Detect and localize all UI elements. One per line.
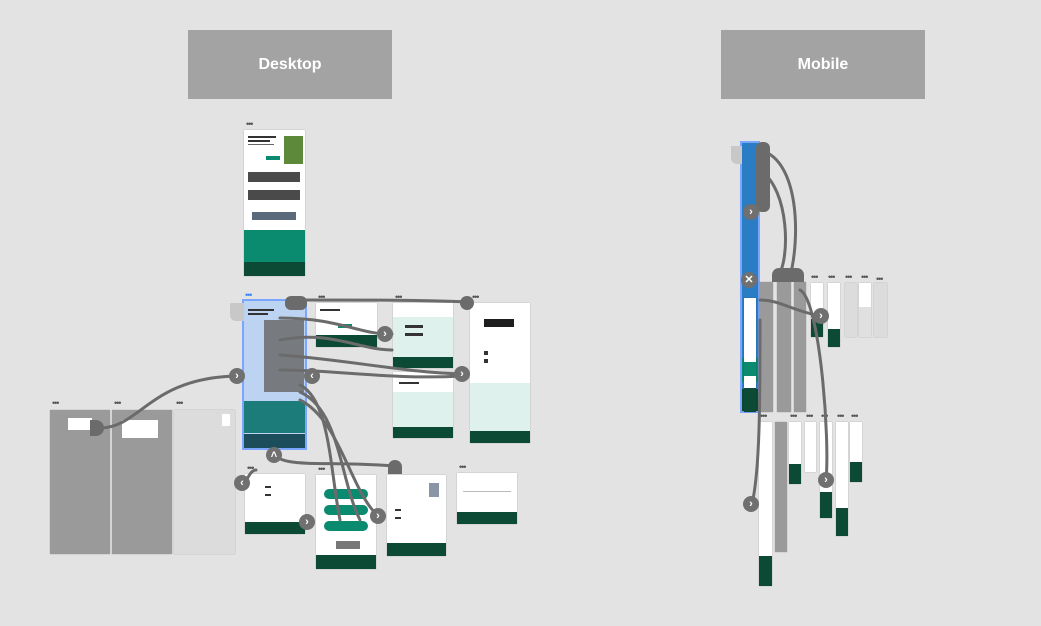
artboard-menu-icon[interactable]: ••• [806, 411, 814, 421]
artboard-menu-icon[interactable]: ••• [318, 464, 326, 474]
artboard-menu-icon[interactable]: ••• [176, 398, 184, 408]
chevron-right-icon: › [460, 368, 464, 380]
prev-link-button[interactable]: ‹ [234, 475, 250, 491]
chevron-right-icon: › [824, 474, 828, 486]
artboard-desktop-profile[interactable] [387, 475, 446, 556]
chevron-right-icon: › [235, 370, 239, 382]
artboard-mobile-page-e[interactable] [859, 283, 871, 337]
chevron-right-icon: › [749, 206, 753, 218]
artboard-menu-icon[interactable]: ••• [247, 463, 255, 473]
artboard-menu-icon[interactable]: ••• [837, 411, 845, 421]
artboard-menu-icon[interactable]: ••• [472, 292, 480, 302]
artboard-mobile-overlay-2[interactable] [777, 282, 791, 412]
artboard-menu-icon[interactable]: ••• [828, 272, 836, 282]
artboard-mobile-page-a[interactable] [744, 298, 756, 412]
artboard-mobile-page-i[interactable] [805, 422, 816, 472]
close-link-button[interactable]: ✕ [741, 272, 757, 288]
artboard-menu-icon[interactable]: ••• [395, 292, 403, 302]
next-link-button[interactable]: › [813, 308, 829, 324]
artboard-mobile-page-k[interactable] [836, 422, 848, 536]
artboard-menu-icon[interactable]: ••• [114, 398, 122, 408]
artboard-menu-icon[interactable]: ••• [861, 272, 869, 282]
artboard-desktop-article[interactable] [470, 303, 530, 443]
next-link-button[interactable]: › [229, 368, 245, 384]
chevron-left-icon: ‹ [240, 477, 244, 489]
next-link-button[interactable]: › [454, 366, 470, 382]
desktop-section-title: Desktop [258, 55, 322, 73]
artboard-desktop-form[interactable] [457, 473, 517, 524]
artboard-mobile-overlay-3[interactable] [794, 282, 806, 412]
artboard-menu-icon[interactable]: ••• [845, 272, 853, 282]
artboard-desktop-list-2[interactable] [393, 372, 453, 438]
artboard-menu-icon[interactable]: ••• [459, 462, 467, 472]
artboard-desktop-team[interactable] [316, 475, 376, 569]
next-link-button[interactable]: › [818, 472, 834, 488]
chevron-right-icon: › [376, 510, 380, 522]
next-link-button[interactable]: › [370, 508, 386, 524]
artboard-desktop-overlay-2[interactable] [112, 410, 172, 554]
next-link-button[interactable]: › [743, 204, 759, 220]
mobile-section-title: Mobile [797, 55, 849, 73]
artboard-mobile-page-d[interactable] [845, 283, 857, 337]
artboard-mobile-overlay-1[interactable] [759, 282, 773, 412]
mobile-section-header[interactable]: Mobile [721, 30, 925, 99]
close-icon: ✕ [744, 274, 754, 286]
artboard-desktop-home[interactable] [244, 130, 305, 276]
chevron-right-icon: › [383, 328, 387, 340]
up-link-button[interactable]: ˄ [266, 447, 282, 463]
artboard-menu-icon[interactable]: ••• [318, 292, 326, 302]
next-link-button[interactable]: › [743, 496, 759, 512]
artboard-mobile-overlay-4[interactable] [775, 422, 787, 552]
artboard-mobile-page-l[interactable] [850, 422, 862, 482]
artboard-desktop-contact[interactable] [245, 474, 305, 534]
artboard-desktop-overlay-3[interactable] [174, 410, 235, 554]
artboard-desktop-list-1[interactable] [393, 303, 453, 368]
artboard-menu-icon[interactable]: ••• [790, 411, 798, 421]
chevron-right-icon: › [749, 498, 753, 510]
artboard-mobile-page-c[interactable] [828, 283, 840, 347]
artboard-menu-icon[interactable]: ••• [246, 119, 254, 129]
artboard-menu-icon[interactable]: ••• [811, 272, 819, 282]
chevron-right-icon: › [819, 310, 823, 322]
next-link-button[interactable]: › [299, 514, 315, 530]
artboard-menu-icon[interactable]: ••• [760, 411, 768, 421]
artboard-mobile-page-h[interactable] [789, 422, 801, 484]
chevron-left-icon: ‹ [310, 370, 314, 382]
artboard-menu-icon[interactable]: ••• [876, 274, 884, 284]
desktop-section-header[interactable]: Desktop [188, 30, 392, 99]
chevron-right-icon: › [305, 516, 309, 528]
artboard-mobile-page-g[interactable] [759, 422, 772, 586]
artboard-menu-icon[interactable]: ••• [245, 290, 253, 300]
artboard-menu-icon[interactable]: ••• [851, 411, 859, 421]
next-link-button[interactable]: › [377, 326, 393, 342]
prev-link-button[interactable]: ‹ [304, 368, 320, 384]
artboard-menu-icon[interactable]: ••• [52, 398, 60, 408]
artboard-mobile-page-f[interactable] [874, 283, 887, 337]
chevron-up-icon: ˄ [270, 449, 278, 461]
